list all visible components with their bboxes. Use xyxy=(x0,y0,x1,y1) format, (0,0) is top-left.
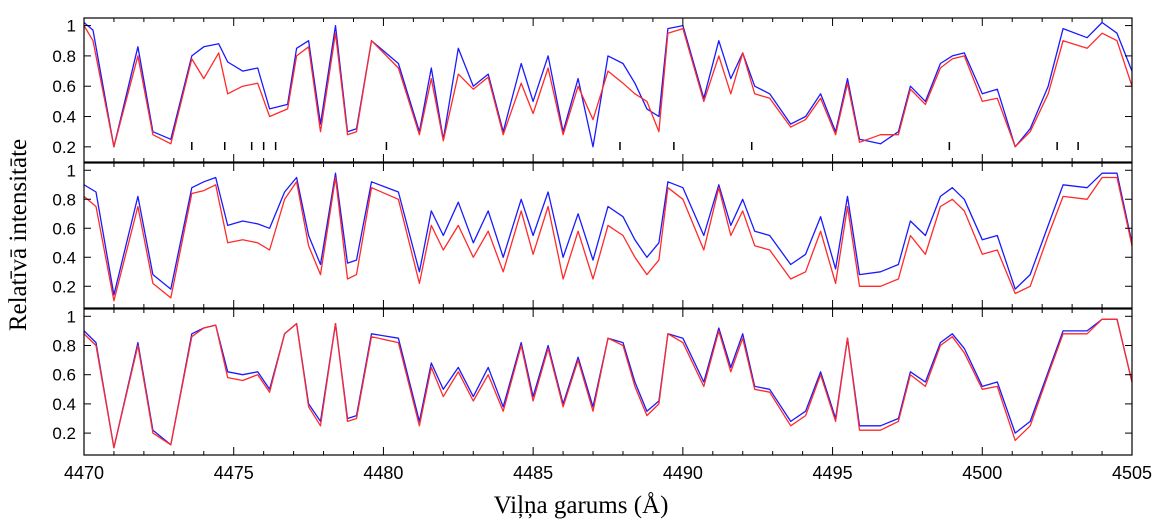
x-tick-label: 4505 xyxy=(1112,463,1152,483)
x-axis-label: Viļņa garums (Å) xyxy=(493,492,669,519)
y-tick-label: 0.6 xyxy=(52,77,76,96)
x-tick-label: 4475 xyxy=(214,463,254,483)
y-tick-label: 0.8 xyxy=(52,337,76,356)
series-line-red xyxy=(84,176,1132,302)
y-tick-label: 0.8 xyxy=(52,47,76,66)
series-line-red xyxy=(84,25,1132,148)
x-tick-label: 4490 xyxy=(663,463,703,483)
x-tick-label: 4470 xyxy=(64,463,104,483)
panel-1: 0.2 0.4 0.6 0.8 1 xyxy=(52,17,1133,163)
panel-2: 0.2 0.4 0.6 0.8 1 xyxy=(52,161,1133,309)
y-tick-label: 0.6 xyxy=(52,366,76,385)
y-tick-label: 0.8 xyxy=(52,190,76,209)
y-tick-label: 1 xyxy=(67,307,76,326)
y-tick-label: 0.2 xyxy=(52,424,76,443)
y-tick-label: 1 xyxy=(67,161,76,180)
y-tick-label: 1 xyxy=(67,17,76,36)
panel-frame xyxy=(83,17,1133,163)
panel-3: 0.2 0.4 0.6 0.8 1 4470 4475 4480 4485 4490 4495 450… xyxy=(52,307,1152,483)
panel-frame xyxy=(83,308,1133,456)
y-tick-label: 0.6 xyxy=(52,219,76,238)
x-tick-label: 4500 xyxy=(962,463,1002,483)
x-tick-label: 4480 xyxy=(363,463,403,483)
x-tick-label: 4495 xyxy=(813,463,853,483)
y-tick-label: 0.2 xyxy=(52,277,76,296)
y-axis-label-container: Relatīvā intensitāte xyxy=(2,0,36,470)
y-tick-label: 0.2 xyxy=(52,138,76,157)
series-line-red xyxy=(84,318,1132,449)
y-tick-label: 0.4 xyxy=(52,248,76,267)
y-axis-label: Relatīvā intensitāte xyxy=(5,138,32,332)
x-tick-label: 4485 xyxy=(513,463,553,483)
panel-frame xyxy=(83,162,1133,309)
y-tick-label: 0.4 xyxy=(52,108,76,127)
y-tick-label: 0.4 xyxy=(52,395,76,414)
series-line-blue xyxy=(84,21,1132,148)
series-line-blue xyxy=(84,172,1132,296)
